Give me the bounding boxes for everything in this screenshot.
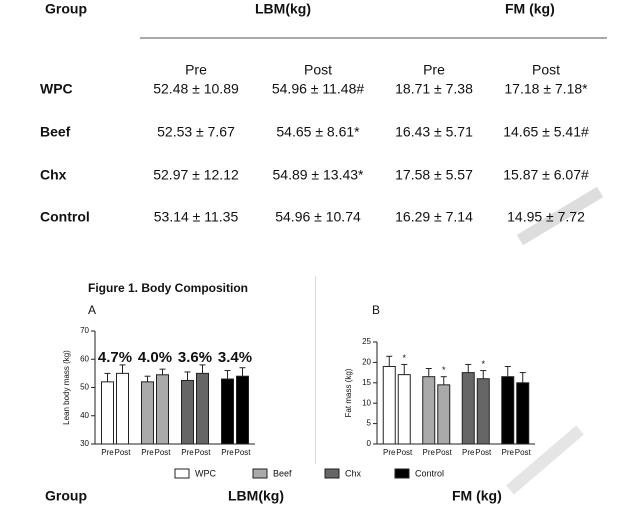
row-label: Control [40,209,90,225]
y-tick-label: 40 [80,411,89,420]
bar [116,372,129,445]
significance: * [481,359,485,369]
y-tick-label: 70 [80,326,89,335]
annotation: 3.6% [178,349,212,366]
y-tick-label: 60 [80,354,89,363]
bar [397,374,411,445]
watermark [516,186,604,246]
table-header: Group [45,1,87,17]
legend-swatch [174,468,190,479]
watermark [506,425,584,495]
panel-label: A [88,303,96,317]
row-label: WPC [40,81,73,97]
table-cell: 17.58 ± 5.57 [395,167,473,183]
y-axis-label: Fat mass (kg) [344,368,353,417]
table-cell: 18.71 ± 7.38 [395,81,473,97]
legend-label: Control [415,468,444,478]
x-tick-label: Post [234,448,251,457]
bar [516,382,530,445]
y-tick-label: 0 [367,439,372,448]
table-cell: 16.29 ± 7.14 [395,209,473,225]
x-tick-label: Pre [181,448,194,457]
table-cell: 17.18 ± 7.18* [504,81,588,97]
bar [181,379,194,445]
divider [315,276,316,464]
bar [236,375,249,445]
row-label: Beef [40,124,71,140]
footer-header: LBM(kg) [228,488,284,504]
significance: * [161,358,165,368]
legend-swatch [252,468,268,479]
significance: * [402,353,406,363]
table-header: LBM(kg) [255,1,311,17]
y-tick-label: 10 [362,398,371,407]
significance: * [201,353,205,363]
bar [437,384,451,445]
y-tick-label: 20 [362,358,371,367]
table-cell: 52.97 ± 12.12 [153,167,239,183]
panel-label: B [372,303,380,317]
table-cell: 54.89 ± 13.43* [273,167,365,183]
y-tick-label: 25 [362,337,371,346]
legend-label: WPC [195,468,216,478]
x-tick-label: Pre [423,448,436,457]
legend-label: Chx [345,468,362,478]
x-tick-label: Post [194,448,211,457]
y-tick-label: 50 [80,383,89,392]
table-cell: 52.53 ± 7.67 [157,124,235,140]
annotation: 4.0% [138,349,172,366]
table-cell: 15.87 ± 6.07# [503,167,589,183]
x-tick-label: Post [396,448,413,457]
x-tick-label: Post [515,448,532,457]
bar [141,381,154,445]
bar [461,372,475,445]
x-tick-label: Pre [462,448,475,457]
legend-swatch [324,468,340,479]
footer-header: Group [45,488,87,504]
table-subheader: Pre [423,62,445,78]
bar [382,365,396,445]
table-cell: 52.48 ± 10.89 [153,81,239,97]
x-tick-label: Post [475,448,492,457]
table-cell: 54.96 ± 11.48# [272,81,364,97]
table-subheader: Pre [185,62,207,78]
x-tick-label: Pre [221,448,234,457]
table-cell: 14.65 ± 5.41# [503,124,589,140]
figure-title: Figure 1. Body Composition [88,281,248,295]
y-tick-label: 30 [80,439,89,448]
bar [501,376,515,445]
y-tick-label: 15 [362,378,371,387]
x-tick-label: Post [154,448,171,457]
footer-header: FM (kg) [452,488,502,504]
legend-label: Beef [273,468,292,478]
table-cell: 16.43 ± 5.71 [395,124,473,140]
y-tick-label: 5 [367,419,372,428]
table-cell: 54.96 ± 10.74 [275,209,361,225]
bar [221,378,234,445]
x-tick-label: Pre [383,448,396,457]
bar [156,374,169,445]
table-subheader: Post [532,62,560,78]
row-label: Chx [40,167,67,183]
x-tick-label: Pre [502,448,515,457]
bar [476,378,490,445]
y-axis-label: Lean body mass (kg) [62,350,71,425]
annotation: 3.4% [218,349,252,366]
legend-swatch [394,468,410,479]
annotation: 4.7% [98,349,132,366]
x-tick-label: Post [114,448,131,457]
bar [101,381,114,445]
bar [196,372,209,445]
table-cell: 54.65 ± 8.61* [276,124,360,140]
x-tick-label: Pre [141,448,154,457]
x-tick-label: Post [436,448,453,457]
table-cell: 14.95 ± 7.72 [507,209,585,225]
table-subheader: Post [304,62,332,78]
significance: * [442,365,446,375]
table-cell: 53.14 ± 11.35 [154,209,239,225]
table-header: FM (kg) [505,1,555,17]
bar [422,376,436,445]
x-tick-label: Pre [101,448,114,457]
